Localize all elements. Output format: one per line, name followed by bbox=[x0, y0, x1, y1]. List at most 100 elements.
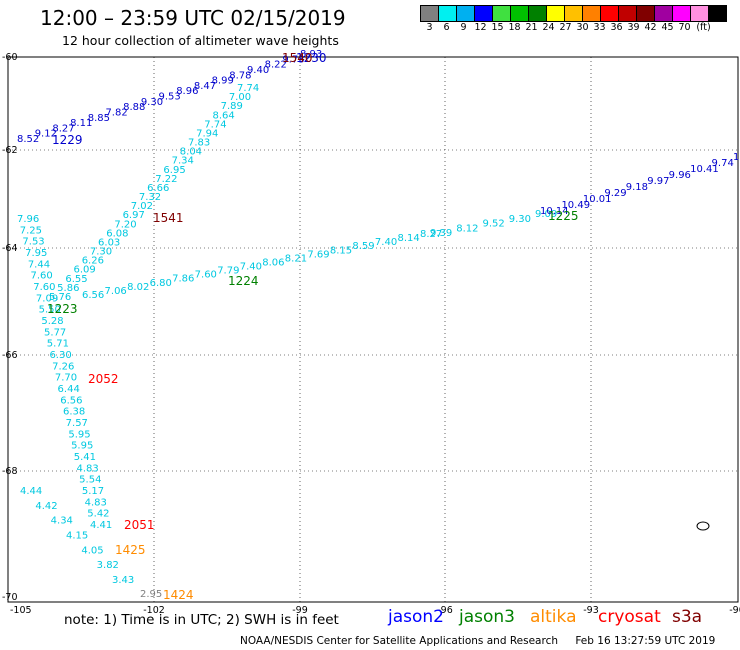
pass-time-label: 1223 bbox=[47, 302, 78, 316]
wave-height-label: 8.21 bbox=[285, 253, 307, 264]
pass-time-label: 1424 bbox=[163, 588, 194, 602]
wave-height-label: 5.41 bbox=[74, 452, 96, 463]
satellite-pass: 10.1410.4910.019.299.189.979.9610.419.74… bbox=[540, 152, 740, 217]
wave-height-label: 8.27 bbox=[52, 123, 74, 134]
wave-height-label: 7.34 bbox=[172, 156, 194, 167]
wave-height-label: 8.85 bbox=[88, 113, 110, 124]
wave-height-label: 8.99 bbox=[212, 76, 234, 87]
latitude-tick-label: -68 bbox=[2, 466, 18, 477]
wave-height-label: 6.38 bbox=[63, 407, 85, 418]
wave-height-label: 7.89 bbox=[221, 101, 243, 112]
wave-height-label: 7.86 bbox=[172, 274, 194, 285]
satellite-pass: 1223 bbox=[47, 302, 78, 316]
wave-height-label: 6.08 bbox=[106, 228, 128, 239]
legend-label: 70 bbox=[678, 22, 691, 33]
satellite-pass: 2052 bbox=[88, 372, 119, 386]
wave-height-label: 7.09 bbox=[36, 293, 58, 304]
wave-height-label: 5.50 bbox=[39, 305, 61, 316]
satellite-pass: 9.39 8.12 9.52 9.30 9.09 bbox=[430, 209, 557, 239]
wave-height-label: 7.95 bbox=[25, 248, 47, 259]
wave-height-label: 9.74 bbox=[712, 158, 734, 169]
wave-height-label: 7.60 bbox=[195, 270, 217, 281]
wave-height-label: 8.04 bbox=[180, 147, 202, 158]
satellite-pass: 1230 bbox=[296, 51, 327, 65]
wave-height-label: 7.06 bbox=[105, 286, 127, 297]
legend-label: 30 bbox=[576, 22, 589, 33]
wave-height-label: 8.12 bbox=[456, 223, 478, 234]
wave-height-label: 9.52 bbox=[483, 219, 505, 230]
wave-height-label: 5.28 bbox=[41, 316, 63, 327]
pass-time-label: 1229 bbox=[52, 133, 83, 147]
wave-height-label: 8.02 bbox=[127, 282, 149, 293]
legend-label: 33 bbox=[593, 22, 606, 33]
legend-label: 9 bbox=[460, 22, 467, 33]
wave-height-label: 9.40 bbox=[247, 65, 269, 76]
wave-height-label: 7.25 bbox=[20, 225, 42, 236]
wave-height-label: 10.14 bbox=[540, 206, 569, 217]
latitude-tick-label: -62 bbox=[2, 145, 18, 156]
wave-height-label: 5.86 bbox=[57, 283, 79, 294]
wave-height-label: 4.15 bbox=[66, 531, 88, 542]
legend-label: 36 bbox=[610, 22, 623, 33]
wave-height-label: 2.95 bbox=[140, 589, 162, 600]
wave-height-label: 5.42 bbox=[87, 509, 109, 520]
satellite-tracks: 8.529.128.278.118.857.828.889.309.538.96… bbox=[17, 49, 740, 602]
wave-height-label: 8.96 bbox=[176, 86, 198, 97]
wave-height-label: 6.30 bbox=[49, 350, 71, 361]
wave-height-label: 7.53 bbox=[22, 237, 44, 248]
legend-label: 24 bbox=[542, 22, 555, 33]
wave-height-label: 9.29 bbox=[604, 188, 626, 199]
longitude-tick-label: -96 bbox=[437, 605, 453, 616]
longitude-tick-label: -105 bbox=[10, 605, 32, 616]
satellite-pass: 1424 bbox=[163, 588, 194, 602]
wave-height-label: 9.18 bbox=[626, 182, 648, 193]
satellite-pass: 8.529.128.278.118.857.828.889.309.538.96… bbox=[17, 49, 322, 147]
satellite-pass: 7.747.007.898.647.747.947.838.047.346.95… bbox=[49, 83, 259, 303]
longitude-tick-label: -102 bbox=[143, 605, 165, 616]
satellite-pass: 2.95 bbox=[140, 589, 162, 600]
wave-height-label: 6.56 bbox=[60, 395, 82, 406]
pass-time-label: 1230 bbox=[296, 51, 327, 65]
footer-agency: NOAA/NESDIS Center for Satellite Applica… bbox=[240, 635, 558, 647]
satellite-pass: 7.967.257.537.957.447.607.607.095.505.28… bbox=[17, 214, 112, 531]
wave-height-label: 9.39 bbox=[430, 228, 452, 239]
wave-height-label: 9.30 bbox=[141, 97, 163, 108]
wave-height-label: 9.73 bbox=[282, 54, 304, 65]
wave-height-label: 7.96 bbox=[17, 214, 39, 225]
wave-height-label: 7.57 bbox=[66, 418, 88, 429]
wave-height-label: 4.42 bbox=[35, 501, 57, 512]
satellite-pass: 1224 bbox=[228, 274, 259, 288]
wave-height-label: 9.30 bbox=[509, 214, 531, 225]
map-frame bbox=[7, 56, 739, 603]
satellite-pass: 1225 bbox=[548, 209, 579, 223]
satellite-name-jason2: jason2 bbox=[388, 607, 444, 627]
map-grid bbox=[8, 57, 738, 602]
wave-height-label: 10.41 bbox=[690, 164, 719, 175]
wave-height-label: 7.60 bbox=[31, 271, 53, 282]
color-legend bbox=[420, 5, 727, 22]
wave-height-label: 8.93 bbox=[300, 49, 322, 60]
wave-height-label: 9.97 bbox=[647, 176, 669, 187]
wave-height-label: 7.83 bbox=[188, 138, 210, 149]
wave-height-label: 4.34 bbox=[51, 516, 73, 527]
satellite-pass: 6.56 7.06 8.02 6.80 7.86 7.60 7.79 7.40 8.06 8.21… bbox=[82, 229, 442, 301]
satellite-pass: 1541 bbox=[153, 211, 184, 225]
wave-height-label: 5.76 bbox=[49, 292, 71, 303]
legend-label: 15 bbox=[491, 22, 504, 33]
wave-height-label: 9.96 bbox=[669, 170, 691, 181]
legend-label: 45 bbox=[661, 22, 674, 33]
wave-height-label: 6.95 bbox=[163, 165, 185, 176]
satellite-name-s3a: s3a bbox=[672, 607, 703, 627]
satellite-pass: 2051 bbox=[124, 518, 155, 532]
wave-height-label: 8.27 bbox=[420, 229, 442, 240]
wave-height-label: 8.06 bbox=[262, 257, 284, 268]
wave-height-label: 7.82 bbox=[105, 107, 127, 118]
wave-height-label: 7.69 bbox=[307, 249, 329, 260]
legend-label: 18 bbox=[508, 22, 521, 33]
wave-height-label: 7.26 bbox=[52, 361, 74, 372]
wave-height-label: 6.56 bbox=[82, 290, 104, 301]
wave-height-label: 7.02 bbox=[131, 201, 153, 212]
wave-height-label: 8.22 bbox=[265, 60, 287, 71]
page-title: 12:00 – 23:59 UTC 02/15/2019 bbox=[40, 6, 346, 30]
legend-label: 6 bbox=[443, 22, 450, 33]
